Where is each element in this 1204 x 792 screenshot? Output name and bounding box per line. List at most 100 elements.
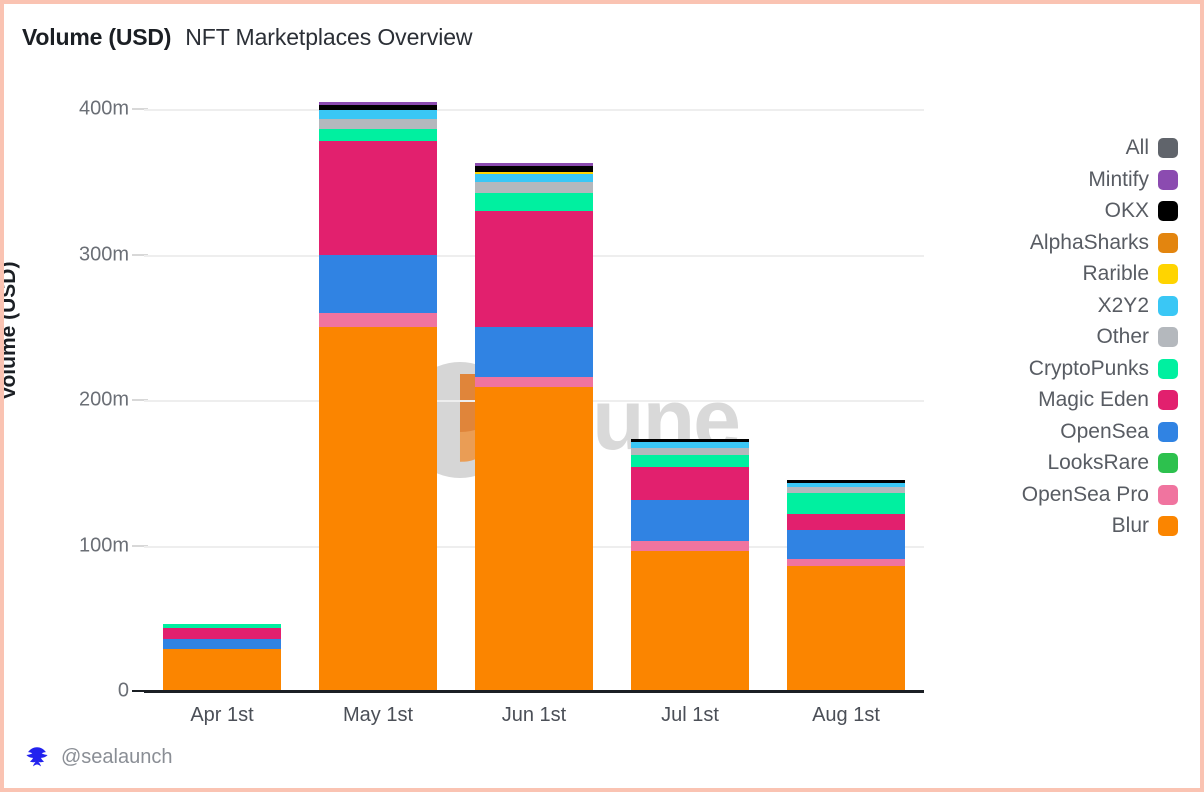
legend-item-label: Rarible <box>1082 262 1149 285</box>
bar-segment-cryptopunks[interactable] <box>631 455 749 467</box>
bar-segment-opensea-pro[interactable] <box>319 312 437 328</box>
bar-segment-mintify[interactable] <box>475 162 593 166</box>
bar-segment-magic-eden[interactable] <box>631 466 749 501</box>
bar-stack[interactable] <box>163 624 281 691</box>
legend-color-swatch <box>1158 232 1178 253</box>
legend-color-swatch <box>1158 201 1178 221</box>
legend-item-magic-eden[interactable]: Magic Eden <box>1038 388 1178 412</box>
legend-color-swatch <box>1158 484 1178 505</box>
y-axis-tick-label: 400m <box>78 97 129 120</box>
bar-segment-magic-eden[interactable] <box>319 141 437 255</box>
legend-color-swatch <box>1158 138 1178 158</box>
legend-item-label: Mintify <box>1088 167 1149 191</box>
bar-segment-opensea[interactable] <box>787 529 905 559</box>
legend-color-swatch <box>1158 516 1178 536</box>
legend-item-label: All <box>1125 136 1149 159</box>
x-axis-baseline <box>144 690 924 693</box>
legend-item-opensea-pro[interactable]: OpenSea Pro <box>1022 483 1178 507</box>
x-axis-tick-label: Aug 1st <box>812 704 880 726</box>
y-axis-tick-mark <box>132 690 148 692</box>
y-axis-tick-label: 300m <box>78 243 129 265</box>
metric-title: Volume (USD) <box>22 24 172 50</box>
bar-segment-opensea[interactable] <box>319 254 437 313</box>
bar-segment-x2y2[interactable] <box>631 442 749 449</box>
bar-segment-opensea[interactable] <box>163 638 281 649</box>
bar-segment-okx[interactable] <box>319 104 437 111</box>
y-axis: 0 100m 200m 300m 400m <box>4 4 148 788</box>
bar-segment-x2y2[interactable] <box>475 174 593 182</box>
legend-item-x2y2[interactable]: X2Y2 <box>1098 294 1178 318</box>
bar-stack[interactable] <box>475 162 593 691</box>
legend-item-label: CryptoPunks <box>1028 356 1149 380</box>
bar-segment-cryptopunks[interactable] <box>163 624 281 629</box>
x-axis-tick-label: Jun 1st <box>501 704 567 726</box>
bar-segment-blur[interactable] <box>163 648 281 691</box>
legend-item-blur[interactable]: Blur <box>1112 514 1178 538</box>
legend-item-label: X2Y2 <box>1097 293 1149 317</box>
y-axis-tick-label: 200m <box>78 388 129 411</box>
bar-segment-magic-eden[interactable] <box>475 210 593 328</box>
legend-item-alphasharks[interactable]: AlphaSharks <box>1030 231 1178 255</box>
bar-segment-other[interactable] <box>631 448 749 456</box>
bar-segment-other[interactable] <box>475 181 593 194</box>
bar-segment-okx[interactable] <box>787 480 905 483</box>
y-axis-tick-mark <box>132 399 148 401</box>
y-axis-tick-mark <box>132 253 148 256</box>
legend-item-mintify[interactable]: Mintify <box>1088 168 1178 192</box>
bar-segment-blur[interactable] <box>319 327 437 691</box>
bar-segment-opensea[interactable] <box>631 500 749 542</box>
bar-segment-other[interactable] <box>787 487 905 494</box>
bar-segment-opensea-pro[interactable] <box>475 376 593 387</box>
legend-item-looksrare[interactable]: LooksRare <box>1047 451 1178 475</box>
bar-segment-x2y2[interactable] <box>787 482 905 488</box>
legend-item-all[interactable]: All <box>1126 136 1178 160</box>
bar-segment-x2y2[interactable] <box>319 110 437 120</box>
x-axis-tick-label: May 1st <box>342 704 414 726</box>
plot-area <box>144 101 924 691</box>
legend-item-other[interactable]: Other <box>1096 325 1178 349</box>
gridline <box>144 109 924 111</box>
bar-segment-blur[interactable] <box>787 565 905 691</box>
legend-color-swatch <box>1158 295 1178 316</box>
bar-segment-other[interactable] <box>319 119 437 130</box>
legend-item-rarible[interactable]: Rarible <box>1082 262 1178 286</box>
bar-segment-opensea-pro[interactable] <box>787 558 905 566</box>
bar-segment-mintify[interactable] <box>319 101 437 105</box>
bar-segment-cryptopunks[interactable] <box>319 129 437 142</box>
y-axis-tick-mark <box>132 544 148 547</box>
bar-segment-okx[interactable] <box>631 439 749 443</box>
legend-item-label: OKX <box>1104 199 1149 222</box>
bar-segment-opensea-pro[interactable] <box>631 541 749 552</box>
legend-item-cryptopunks[interactable]: CryptoPunks <box>1029 357 1178 381</box>
footer-handle: @sealaunch <box>61 745 173 768</box>
bar-segment-magic-eden[interactable] <box>163 628 281 639</box>
bar-segment-opensea[interactable] <box>475 327 593 377</box>
bar-stack[interactable] <box>787 480 905 691</box>
page-title: NFT Marketplaces Overview <box>185 24 473 50</box>
legend: All Mintify OKX AlphaSharks Rarible X2Y2 Other… <box>1022 136 1178 538</box>
legend-item-label: Magic Eden <box>1038 388 1149 411</box>
bar-segment-blur[interactable] <box>475 386 593 691</box>
footer-attribution: @sealaunch <box>24 744 172 770</box>
legend-item-okx[interactable]: OKX <box>1105 199 1178 223</box>
bar-segment-magic-eden[interactable] <box>787 513 905 530</box>
legend-color-swatch <box>1158 169 1178 190</box>
legend-item-label: AlphaSharks <box>1029 230 1149 254</box>
bar-segment-blur[interactable] <box>631 551 749 691</box>
bar-stack[interactable] <box>631 439 749 691</box>
y-axis-tick-mark <box>132 108 148 110</box>
bar-segment-rarible[interactable] <box>475 171 593 175</box>
legend-item-opensea[interactable]: OpenSea <box>1060 420 1178 444</box>
legend-color-swatch <box>1158 390 1178 410</box>
sealaunch-logo-icon <box>26 747 48 767</box>
bar-segment-cryptopunks[interactable] <box>475 193 593 211</box>
bar-stack[interactable] <box>319 101 437 691</box>
legend-item-label: OpenSea Pro <box>1021 482 1149 506</box>
legend-item-label: OpenSea <box>1060 419 1149 443</box>
bar-segment-cryptopunks[interactable] <box>787 493 905 514</box>
y-axis-tick-label: 100m <box>78 534 129 556</box>
y-axis-label: Volume (USD) <box>0 261 20 400</box>
bar-segment-okx[interactable] <box>475 165 593 172</box>
legend-color-swatch <box>1158 327 1178 347</box>
